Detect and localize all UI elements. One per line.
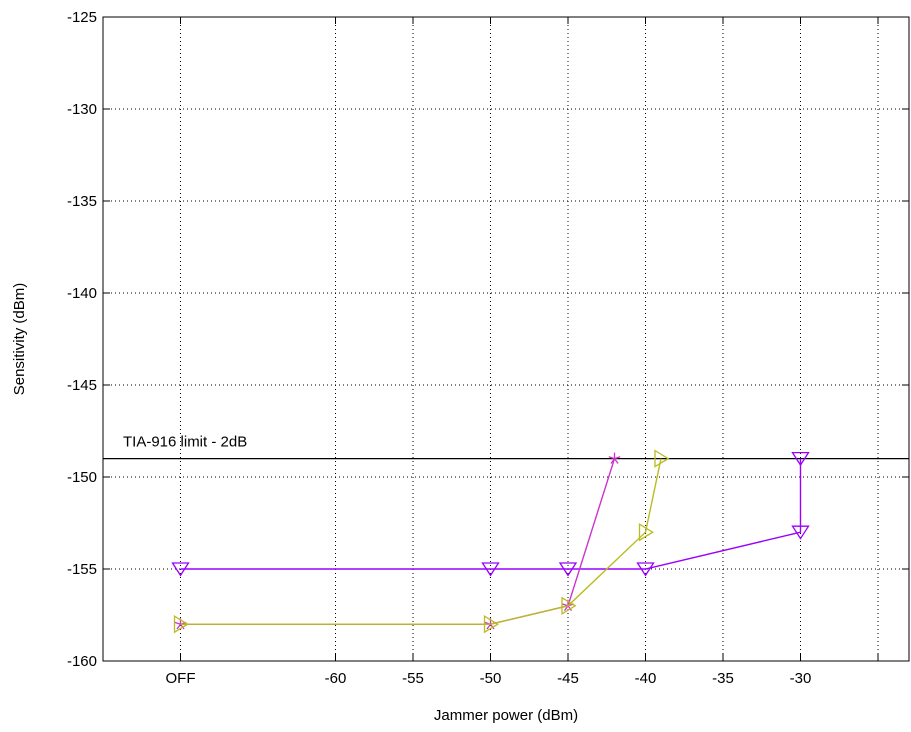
x-tick-label: -60 <box>325 670 347 687</box>
data-point <box>608 452 621 464</box>
axes: OFF -60 -55 -50 -45 -40 -35 -30 -125 -130 -135 -140… <box>67 9 909 687</box>
data-point <box>481 562 500 577</box>
y-tick-label: -140 <box>67 285 97 302</box>
y-tick-label: -130 <box>67 101 97 118</box>
data-point <box>562 599 574 612</box>
plot-area <box>103 17 909 661</box>
y-tick-label: -155 <box>67 561 97 578</box>
data-point <box>636 562 655 577</box>
data-point <box>558 562 578 577</box>
x-tick-label: -55 <box>402 670 424 687</box>
data-point <box>638 523 654 542</box>
y-tick-label: -135 <box>67 193 97 210</box>
grid <box>103 16 909 662</box>
x-tick-label: -40 <box>635 670 657 687</box>
x-axis-label: Jammer power (dBm) <box>434 707 578 724</box>
data-point <box>483 615 499 634</box>
series <box>173 449 670 634</box>
y-axis-label: Sensitivity (dBm) <box>11 283 28 396</box>
y-tick-label: -125 <box>67 9 97 26</box>
plot-frame <box>102 16 910 662</box>
reference-line-label: TIA-916 limit - 2dB <box>123 434 247 451</box>
x-tick-label: -30 <box>790 670 812 687</box>
data-point <box>654 449 670 468</box>
y-tick-label: -145 <box>67 377 97 394</box>
x-tick-label: -50 <box>480 670 502 687</box>
data-point <box>174 618 187 630</box>
series-line <box>180 458 662 625</box>
series-group <box>171 449 810 634</box>
data-point <box>561 596 577 615</box>
y-tick-label: -150 <box>67 469 97 486</box>
reference-line-group: TIA-916 limit - 2dB <box>103 434 909 460</box>
x-tick-label: -45 <box>557 670 579 687</box>
data-point <box>791 525 810 540</box>
y-tick-label: -160 <box>67 653 97 670</box>
x-tick-label: OFF <box>166 670 196 687</box>
data-point <box>171 562 190 577</box>
data-point <box>791 451 810 467</box>
data-point <box>173 615 189 634</box>
x-tick-label: -35 <box>712 670 734 687</box>
